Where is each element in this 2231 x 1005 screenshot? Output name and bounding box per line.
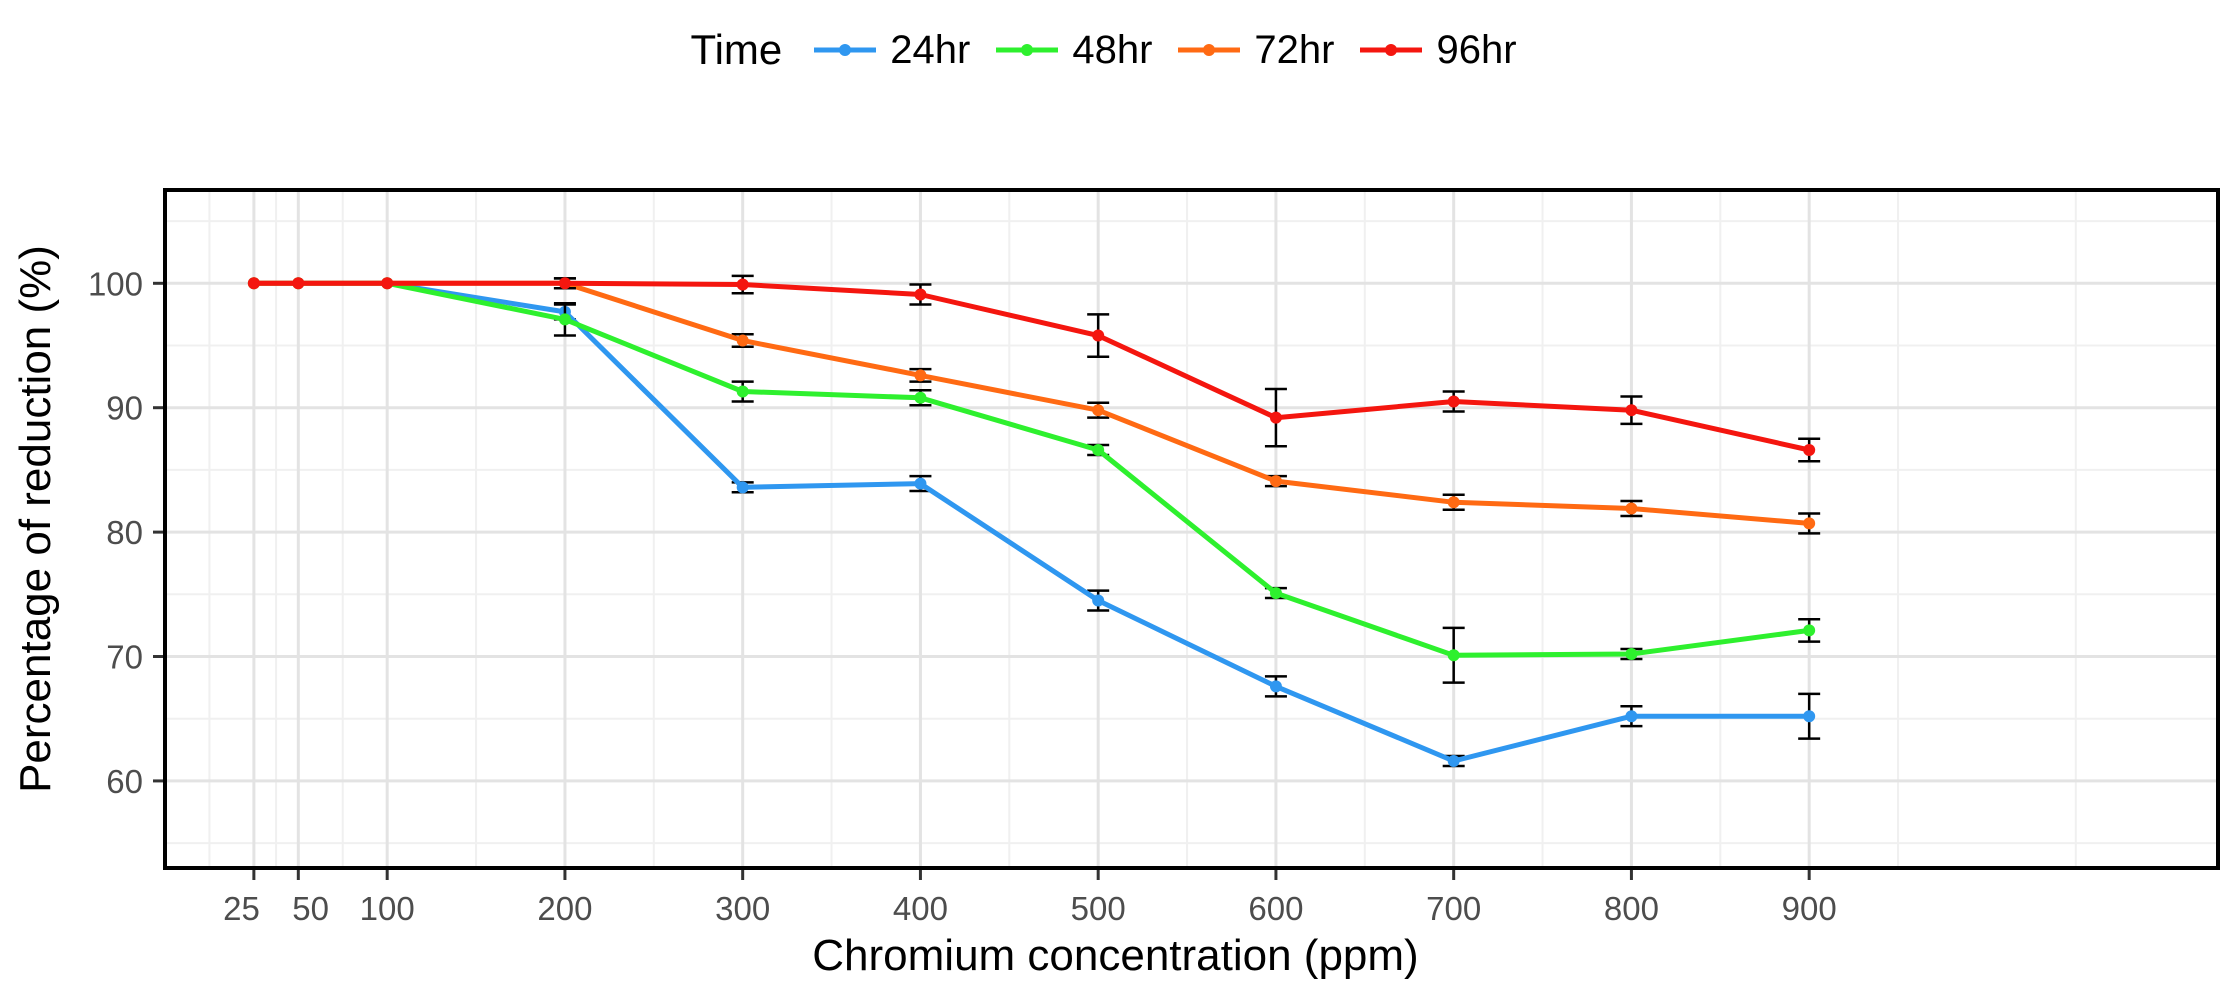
data-point (558, 313, 571, 326)
legend-label: 72hr (1254, 27, 1335, 72)
series-24hr (247, 277, 1821, 768)
x-tick-label: 300 (715, 890, 770, 927)
legend-label: 48hr (1072, 27, 1153, 72)
data-point (1092, 404, 1105, 417)
series-line-24hr (253, 280, 1810, 764)
series-72hr (247, 277, 1821, 535)
data-point (1092, 329, 1105, 342)
data-point (1625, 648, 1638, 661)
data-point (736, 334, 749, 347)
data-point (1447, 649, 1460, 662)
data-point (914, 369, 927, 382)
data-point (1092, 594, 1105, 607)
x-tick-label: 900 (1782, 890, 1837, 927)
legend-item-72hr: 72hr (1176, 28, 1334, 73)
series-48hr (247, 277, 1821, 684)
data-point (1803, 517, 1816, 530)
data-point (1803, 444, 1816, 457)
legend-key-point (1203, 44, 1216, 56)
data-point (736, 481, 749, 494)
data-point (914, 477, 927, 490)
data-point (1625, 404, 1638, 417)
x-tick-label: 800 (1604, 890, 1659, 927)
data-point (247, 277, 260, 290)
legend-item-24hr: 24hr (812, 28, 970, 73)
series-layer (247, 274, 1821, 768)
data-point (1447, 755, 1460, 768)
legend: Time 24hr 48hr 72hr 96hr (0, 0, 2231, 100)
data-point (1803, 710, 1816, 723)
legend-key-point (839, 44, 852, 56)
x-tick-label: 700 (1426, 890, 1481, 927)
y-tick-label: 80 (106, 514, 143, 551)
y-tick-label: 60 (106, 763, 143, 800)
x-tick-label: 50 (292, 890, 329, 927)
y-tick-label: 90 (106, 390, 143, 427)
legend-key (996, 44, 1059, 56)
x-tick-label: 25 (223, 890, 260, 927)
data-point (1092, 444, 1105, 457)
data-point (914, 391, 927, 404)
x-tick-label: 200 (537, 890, 592, 927)
data-point (1269, 587, 1282, 600)
data-point (292, 277, 305, 290)
data-point (736, 278, 749, 291)
legend-title: Time (690, 26, 783, 73)
legend-key (1178, 44, 1241, 56)
data-point (381, 277, 394, 290)
data-point (1269, 475, 1282, 488)
data-point (736, 385, 749, 398)
x-tick-label: 600 (1248, 890, 1303, 927)
x-tick-label: 500 (1071, 890, 1126, 927)
series-line-96hr (253, 280, 1810, 453)
legend-key (1360, 44, 1423, 56)
legend-item-96hr: 96hr (1358, 27, 1517, 73)
grid (165, 190, 2218, 868)
data-point (1447, 496, 1460, 509)
legend-key (814, 44, 877, 56)
data-point (1625, 710, 1638, 723)
data-point (914, 288, 927, 301)
data-point (1447, 395, 1460, 408)
legend-key-point (1385, 44, 1398, 56)
y-axis-title: Percentage of reduction (%) (11, 245, 60, 793)
y-tick-label: 70 (106, 639, 143, 676)
x-tick-label: 400 (893, 890, 948, 927)
legend-key-point (1021, 44, 1034, 56)
x-tick-label: 100 (360, 890, 415, 927)
legend-label: 24hr (890, 27, 971, 72)
data-point (1625, 502, 1638, 515)
axes: 25 50 100 200 300 400 500 600 700 800 900 60 70 80 90 1… (88, 265, 1837, 927)
data-point (1803, 624, 1816, 637)
data-point (1269, 411, 1282, 424)
plot-panel-border (163, 188, 2220, 870)
x-axis-title: Chromium concentration (ppm) (812, 931, 1418, 980)
legend-label: 96hr (1436, 27, 1517, 72)
y-tick-label: 100 (88, 265, 143, 302)
legend-item-48hr: 48hr (994, 28, 1152, 73)
data-point (558, 277, 571, 290)
series-96hr (247, 274, 1821, 463)
data-point (1269, 680, 1282, 693)
